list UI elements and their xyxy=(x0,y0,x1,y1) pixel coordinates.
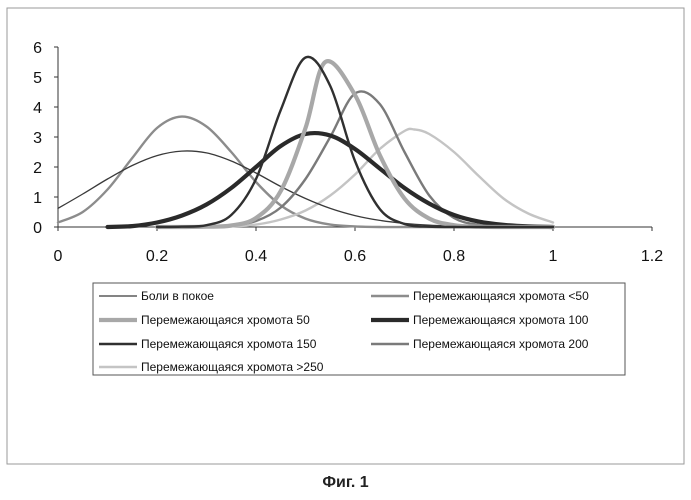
series-line-6 xyxy=(205,127,555,229)
x-tick-label: 0.8 xyxy=(443,248,465,265)
legend-label: Перемежающаяся хромота >250 xyxy=(141,360,324,374)
legend-box xyxy=(92,282,626,376)
legend: Боли в покое Перемежающаяся хромота <50 Пе… xyxy=(92,282,626,376)
x-tick-label: 0.4 xyxy=(245,248,267,265)
y-tick-label: 5 xyxy=(33,70,42,87)
y-tick-label: 0 xyxy=(33,220,42,237)
x-tick-label: 0.2 xyxy=(146,248,168,265)
y-tick-label: 6 xyxy=(33,40,42,57)
chart-border xyxy=(6,7,685,465)
legend-label: Перемежающаяся хромота <50 xyxy=(413,289,589,303)
x-tick-label: 0.6 xyxy=(344,248,366,265)
y-tick-label: 1 xyxy=(33,190,42,207)
x-tick-label: 1 xyxy=(549,248,558,265)
x-tick-label: 1.2 xyxy=(641,248,663,265)
plot-area: 0 1 2 3 4 5 6 0 0.2 0.4 0.6 0.8 1 1.2 xyxy=(33,40,663,265)
y-tick-label: 2 xyxy=(33,160,42,177)
figure-caption: Фиг. 1 xyxy=(322,474,369,491)
legend-label: Боли в покое xyxy=(141,289,214,303)
x-tick-label: 0 xyxy=(54,248,63,265)
y-tick-label: 4 xyxy=(33,100,42,117)
y-tick-label: 3 xyxy=(33,130,42,147)
series-line-4 xyxy=(155,55,555,229)
series-line-3 xyxy=(105,130,556,230)
legend-label: Перемежающаяся хромота 100 xyxy=(413,313,589,327)
legend-label: Перемежающаяся хромота 150 xyxy=(141,337,317,351)
legend-label: Перемежающаяся хромота 200 xyxy=(413,337,589,351)
legend-label: Перемежающаяся хромота 50 xyxy=(141,313,310,327)
